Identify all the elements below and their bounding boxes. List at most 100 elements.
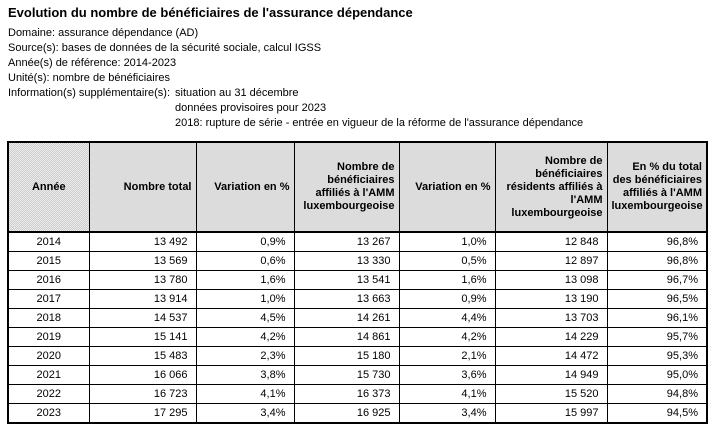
value-cell: 13 492 — [88, 231, 197, 252]
meta-block: Domaine: assurance dépendance (AD) Sourc… — [8, 26, 712, 131]
value-cell: 96,8% — [606, 251, 708, 271]
value-cell: 3,8% — [195, 365, 295, 385]
table-row: 2022 16 723 4,1% 16 373 4,1% 15 520 94,8% — [7, 384, 708, 404]
value-cell: 13 541 — [293, 270, 400, 290]
value-cell: 14 261 — [293, 308, 400, 328]
value-cell: 15 141 — [88, 327, 197, 347]
value-cell: 12 848 — [494, 231, 608, 252]
year-cell: 2015 — [7, 251, 90, 271]
value-cell: 14 229 — [494, 327, 608, 347]
column-header: Variation en % — [398, 141, 496, 233]
value-cell: 15 997 — [494, 403, 608, 424]
value-cell: 15 180 — [293, 346, 400, 366]
value-cell: 13 569 — [88, 251, 197, 271]
value-cell: 1,0% — [195, 289, 295, 309]
value-cell: 16 925 — [293, 403, 400, 424]
value-cell: 4,1% — [398, 384, 496, 404]
value-cell: 4,4% — [398, 308, 496, 328]
table-row: 2023 17 295 3,4% 16 925 3,4% 15 997 94,5% — [7, 403, 708, 424]
value-cell: 3,6% — [398, 365, 496, 385]
value-cell: 13 703 — [494, 308, 608, 328]
column-header: Nombre de bénéficiaires affiliés à l'AMM… — [293, 141, 400, 233]
value-cell: 13 914 — [88, 289, 197, 309]
value-cell: 96,7% — [606, 270, 708, 290]
value-cell: 13 330 — [293, 251, 400, 271]
table-body: 2014 13 492 0,9% 13 267 1,0% 12 848 96,8% 2015 1… — [7, 231, 708, 424]
meta-line-informations-supplementaires: Information(s) supplémentaire(s): situat… — [8, 86, 712, 131]
value-cell: 14 861 — [293, 327, 400, 347]
value-cell: 2,1% — [398, 346, 496, 366]
value-cell: 15 520 — [494, 384, 608, 404]
year-cell: 2021 — [7, 365, 90, 385]
year-cell: 2017 — [7, 289, 90, 309]
value-cell: 1,6% — [398, 270, 496, 290]
value-cell: 17 295 — [88, 403, 197, 424]
beneficiaries-table: Année Nombre total Variation en % Nombre de… — [7, 141, 708, 424]
value-cell: 4,2% — [195, 327, 295, 347]
year-cell: 2023 — [7, 403, 90, 424]
value-cell: 96,5% — [606, 289, 708, 309]
value-cell: 13 780 — [88, 270, 197, 290]
info-label: Information(s) supplémentaire(s): — [8, 87, 171, 99]
value-cell: 3,4% — [195, 403, 295, 424]
value-cell: 95,7% — [606, 327, 708, 347]
value-cell: 3,4% — [398, 403, 496, 424]
value-cell: 96,8% — [606, 231, 708, 252]
value-cell: 95,3% — [606, 346, 708, 366]
value-cell: 94,5% — [606, 403, 708, 424]
column-header: Variation en % — [195, 141, 295, 233]
info-value-situation: situation au 31 décembre — [175, 87, 299, 99]
table-row: 2019 15 141 4,2% 14 861 4,2% 14 229 95,7% — [7, 327, 708, 347]
column-header: Nombre de bénéficiaires résidents affili… — [494, 141, 608, 233]
table-header: Année Nombre total Variation en % Nombre de… — [7, 141, 708, 233]
column-header: Nombre total — [88, 141, 197, 233]
value-cell: 16 723 — [88, 384, 197, 404]
value-cell: 13 267 — [293, 231, 400, 252]
value-cell: 13 663 — [293, 289, 400, 309]
table-row: 2015 13 569 0,6% 13 330 0,5% 12 897 96,8% — [7, 251, 708, 271]
info-value-rupture-serie: 2018: rupture de série - entrée en vigue… — [175, 117, 584, 129]
year-cell: 2016 — [7, 270, 90, 290]
table-row: 2020 15 483 2,3% 15 180 2,1% 14 472 95,3% — [7, 346, 708, 366]
year-cell: 2018 — [7, 308, 90, 328]
table-row: 2021 16 066 3,8% 15 730 3,6% 14 949 95,0% — [7, 365, 708, 385]
value-cell: 13 190 — [494, 289, 608, 309]
value-cell: 4,5% — [195, 308, 295, 328]
table-header-row: Année Nombre total Variation en % Nombre de… — [7, 141, 708, 233]
value-cell: 15 483 — [88, 346, 197, 366]
info-value-donnees-provisoires: données provisoires pour 2023 — [175, 102, 327, 114]
value-cell: 12 897 — [494, 251, 608, 271]
year-cell: 2019 — [7, 327, 90, 347]
info-values: situation au 31 décembre données proviso… — [175, 86, 583, 131]
value-cell: 16 066 — [88, 365, 197, 385]
value-cell: 1,0% — [398, 231, 496, 252]
table-row: 2018 14 537 4,5% 14 261 4,4% 13 703 96,1% — [7, 308, 708, 328]
value-cell: 0,5% — [398, 251, 496, 271]
page-title: Evolution du nombre de bénéficiaires de … — [8, 5, 413, 20]
value-cell: 96,1% — [606, 308, 708, 328]
year-cell: 2020 — [7, 346, 90, 366]
value-cell: 14 949 — [494, 365, 608, 385]
value-cell: 2,3% — [195, 346, 295, 366]
value-cell: 16 373 — [293, 384, 400, 404]
value-cell: 95,0% — [606, 365, 708, 385]
value-cell: 0,9% — [195, 231, 295, 252]
value-cell: 94,8% — [606, 384, 708, 404]
value-cell: 0,6% — [195, 251, 295, 271]
meta-line-source: Source(s): bases de données de la sécuri… — [8, 42, 322, 54]
value-cell: 4,1% — [195, 384, 295, 404]
meta-line-unite: Unité(s): nombre de bénéficiaires — [8, 72, 171, 84]
meta-line-domaine: Domaine: assurance dépendance (AD) — [8, 27, 199, 39]
table-row: 2017 13 914 1,0% 13 663 0,9% 13 190 96,5% — [7, 289, 708, 309]
column-header: Année — [7, 141, 90, 233]
table-row: 2016 13 780 1,6% 13 541 1,6% 13 098 96,7% — [7, 270, 708, 290]
value-cell: 4,2% — [398, 327, 496, 347]
meta-line-annees-reference: Année(s) de référence: 2014-2023 — [8, 57, 177, 69]
value-cell: 1,6% — [195, 270, 295, 290]
column-header: En % du total des bénéficiaires affiliés… — [606, 141, 708, 233]
value-cell: 15 730 — [293, 365, 400, 385]
value-cell: 14 472 — [494, 346, 608, 366]
value-cell: 0,9% — [398, 289, 496, 309]
table-row: 2014 13 492 0,9% 13 267 1,0% 12 848 96,8% — [7, 231, 708, 252]
